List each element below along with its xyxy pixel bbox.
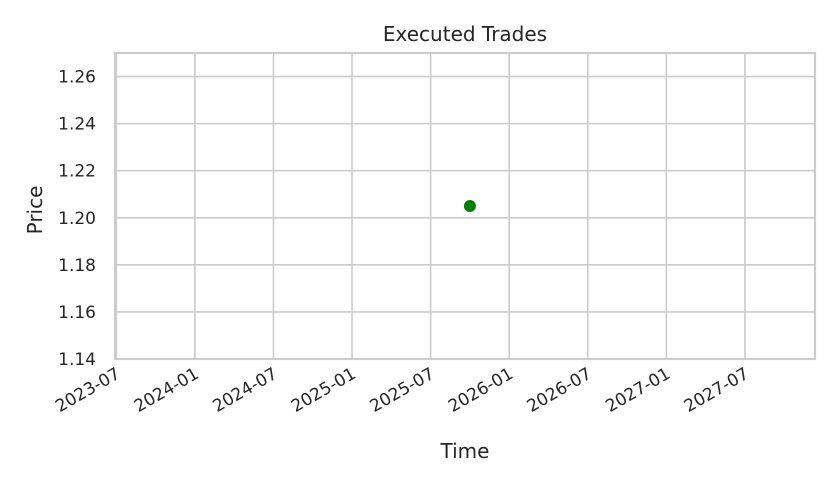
tick-labels: 2023-07 2024-01 2024-07 2025-01 2025-07 2026-… [52, 68, 752, 417]
x-tick-label: 2026-01 [445, 364, 517, 417]
y-tick-label: 1.26 [58, 68, 96, 88]
x-axis-label: Time [440, 439, 490, 463]
x-tick-label: 2027-01 [602, 364, 674, 417]
x-tick-label: 2025-07 [367, 364, 439, 417]
x-tick-label: 2023-07 [52, 364, 124, 417]
x-tick-label: 2024-01 [131, 364, 203, 417]
y-tick-label: 1.24 [58, 115, 96, 135]
y-axis-label: Price [23, 186, 47, 235]
x-tick-label: 2025-01 [288, 364, 360, 417]
y-tick-label: 1.20 [58, 209, 96, 229]
x-tick-label: 2027-07 [681, 364, 753, 417]
plot-frame [113, 51, 817, 361]
marks [463, 200, 476, 212]
y-tick-label: 1.18 [58, 256, 96, 276]
y-tick-label: 1.22 [58, 162, 96, 182]
trade-point [463, 200, 476, 212]
chart-title: Executed Trades [383, 22, 547, 46]
y-tick-label: 1.16 [58, 303, 96, 323]
y-tick-label: 1.14 [58, 350, 96, 370]
x-tick-label: 2024-07 [209, 364, 281, 417]
x-tick-label: 2026-07 [524, 364, 596, 417]
